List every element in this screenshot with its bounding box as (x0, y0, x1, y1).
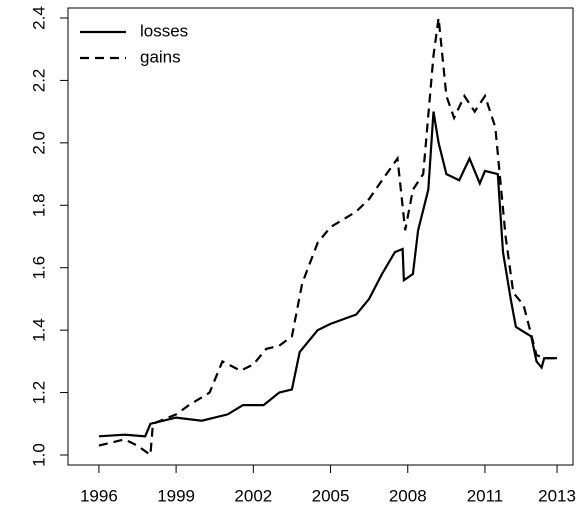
y-tick-label: 2.4 (29, 6, 48, 30)
y-tick-label: 2.2 (29, 69, 48, 93)
y-tick-label: 1.2 (29, 381, 48, 405)
x-tick-label: 2005 (312, 486, 350, 505)
series-line (98, 111, 557, 438)
y-tick-label: 1.6 (29, 256, 48, 280)
legend-label: losses (140, 21, 188, 40)
x-tick-label: 1999 (157, 486, 195, 505)
y-tick-label: 1.8 (29, 193, 48, 217)
x-tick-label: 2008 (389, 486, 427, 505)
y-tick-label: 2.0 (29, 131, 48, 155)
x-tick-label: 2013 (538, 486, 576, 505)
plot-box (67, 7, 574, 466)
legend-label: gains (140, 47, 181, 66)
x-tick-label: 2011 (467, 486, 504, 505)
series-line (98, 17, 557, 458)
x-tick-label: 2002 (234, 486, 272, 505)
x-tick-label: 1996 (80, 486, 118, 505)
y-tick-label: 1.0 (29, 443, 48, 467)
y-tick-label: 1.4 (29, 318, 48, 342)
